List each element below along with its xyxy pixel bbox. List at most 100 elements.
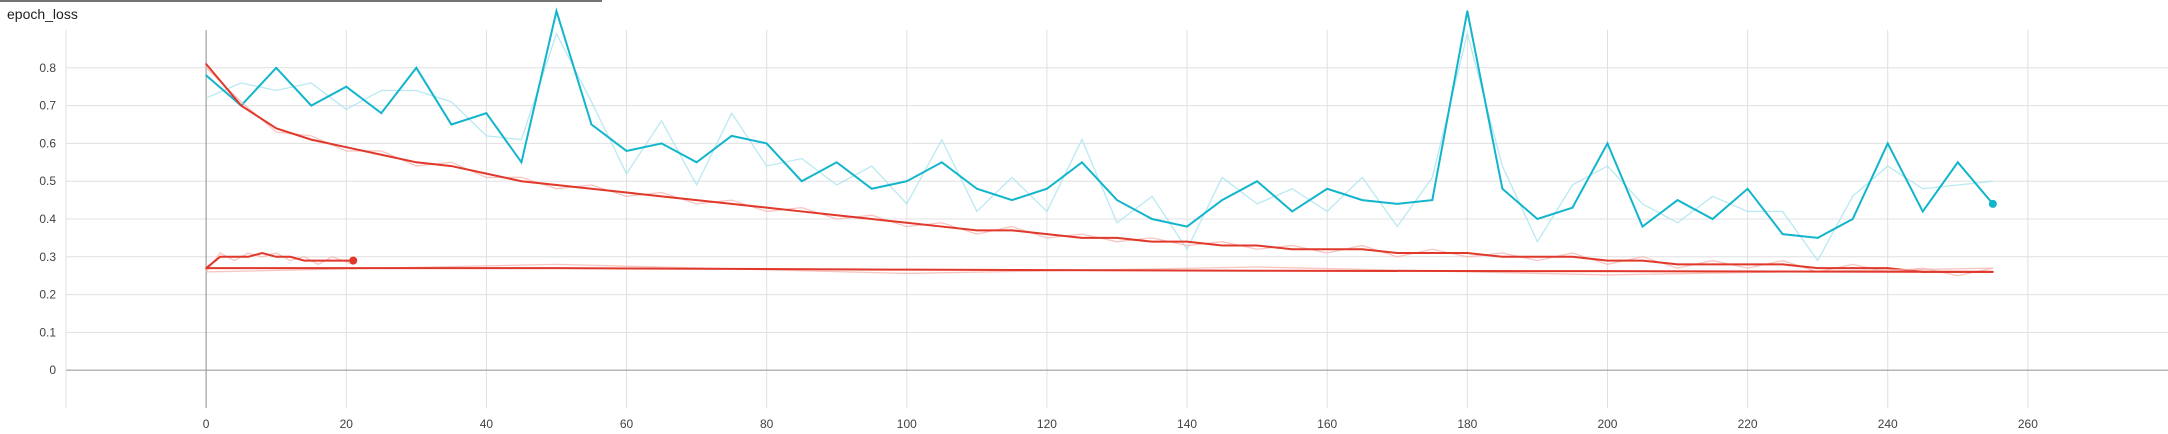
x-tick-label: 180: [1457, 417, 1477, 431]
data-point: [275, 255, 278, 258]
data-point: [765, 142, 768, 145]
data-point: [1536, 255, 1539, 258]
data-point: [695, 199, 698, 202]
series-end-marker[interactable]: [1988, 199, 1997, 208]
data-point: [660, 142, 663, 145]
x-tick-label: 240: [1878, 417, 1898, 431]
data-point: [870, 218, 873, 220]
data-point: [1466, 252, 1469, 254]
chart-series[interactable]: [205, 7, 1997, 277]
data-point: [345, 85, 348, 88]
data-point: [331, 259, 334, 262]
data-point: [317, 259, 320, 262]
y-tick-label: 0.5: [39, 174, 56, 188]
series-line[interactable]: [205, 7, 1994, 239]
x-tick-label: 0: [203, 417, 210, 431]
chart-axes: [65, 30, 2168, 408]
data-point: [1816, 267, 1819, 270]
data-point: [450, 123, 453, 126]
data-point: [625, 191, 628, 194]
data-point: [240, 104, 243, 107]
data-point: [1746, 187, 1749, 190]
data-point: [1396, 252, 1399, 254]
data-point: [940, 161, 943, 164]
x-tick-label: 80: [760, 417, 774, 431]
y-tick-label: 0.8: [39, 61, 56, 75]
data-point: [1781, 233, 1784, 236]
series-end-marker[interactable]: [349, 256, 358, 265]
data-point: [1151, 240, 1153, 243]
y-tick-label: 0.3: [39, 250, 56, 264]
data-point: [1186, 240, 1188, 243]
data-point: [520, 161, 523, 164]
data-point: [1956, 161, 1959, 164]
chart-grid: [66, 30, 2168, 408]
data-point: [310, 104, 313, 107]
data-point: [835, 161, 838, 164]
data-point: [1116, 237, 1118, 239]
data-point: [625, 150, 628, 152]
data-point: [345, 146, 348, 149]
x-tick-label: 40: [480, 417, 494, 431]
data-point: [1116, 199, 1118, 202]
y-tick-label: 0.6: [39, 136, 56, 150]
data-point: [1851, 218, 1854, 220]
data-point: [303, 259, 306, 262]
data-point: [975, 229, 978, 232]
data-point: [1711, 218, 1714, 220]
y-tick-label: 0.7: [39, 99, 56, 113]
data-point: [450, 165, 453, 167]
chart-ticks: 0 20 40 60 80 100 120 140 160 180 200 220 240 260 0 0.1…: [39, 61, 2038, 431]
data-point: [1256, 244, 1259, 247]
data-point: [1081, 161, 1083, 164]
x-tick-label: 220: [1738, 417, 1758, 431]
x-tick-label: 100: [897, 417, 917, 431]
x-tick-label: 20: [340, 417, 354, 431]
data-point: [1431, 252, 1434, 254]
data-point: [1711, 263, 1714, 266]
data-point: [1361, 199, 1364, 202]
series-line[interactable]: [205, 63, 1993, 273]
data-point: [1466, 10, 1469, 12]
data-point: [730, 202, 733, 205]
data-point: [905, 221, 908, 224]
x-tick-label: 120: [1037, 417, 1057, 431]
data-point: [730, 134, 733, 137]
data-point: [415, 161, 418, 164]
data-point: [1291, 210, 1294, 213]
data-point: [1186, 225, 1188, 228]
data-point: [765, 206, 768, 209]
data-point: [1361, 248, 1364, 251]
data-point: [1816, 237, 1819, 239]
data-point: [485, 172, 488, 175]
data-point: [205, 74, 208, 77]
data-point: [1431, 199, 1434, 202]
data-point: [1011, 199, 1013, 202]
x-tick-label: 140: [1177, 417, 1197, 431]
data-point: [1501, 255, 1504, 258]
data-point: [289, 255, 292, 258]
data-point: [1291, 248, 1294, 251]
y-tick-label: 0.2: [39, 288, 56, 302]
data-point: [205, 63, 208, 65]
x-tick-label: 200: [1597, 417, 1617, 431]
data-point: [555, 184, 558, 186]
card-title: epoch_loss: [7, 6, 78, 22]
series-line[interactable]: [206, 267, 1993, 273]
data-point: [205, 267, 208, 270]
data-point: [1326, 248, 1329, 251]
series-raw-line: [205, 252, 354, 273]
data-point: [1046, 187, 1048, 190]
data-point: [380, 112, 383, 115]
data-point: [940, 225, 943, 228]
data-point: [485, 112, 488, 115]
data-point: [1326, 187, 1329, 190]
data-point: [1676, 199, 1679, 202]
data-point: [1606, 259, 1609, 262]
data-point: [555, 10, 558, 12]
x-tick-label: 60: [620, 417, 634, 431]
data-point: [520, 180, 523, 183]
data-point: [1921, 210, 1924, 213]
data-point: [275, 127, 278, 130]
